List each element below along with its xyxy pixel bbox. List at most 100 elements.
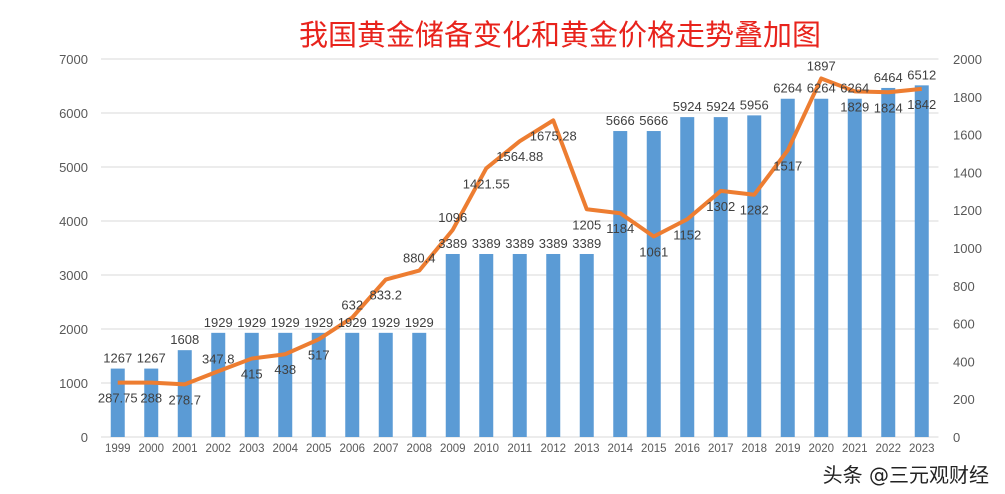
x-tick-label: 2018 [741, 443, 767, 455]
line-data-label: 1824 [874, 100, 903, 115]
x-tick-label: 2011 [507, 443, 532, 455]
y-right-tick-label: 1000 [953, 241, 982, 256]
chart-title: 我国黄金储备变化和黄金价格走势叠加图 [298, 18, 821, 52]
bar [814, 98, 829, 437]
x-tick-label: 2009 [440, 443, 466, 455]
bar [713, 117, 728, 437]
x-tick-label: 2004 [272, 443, 298, 455]
bar [445, 253, 460, 437]
line-data-label: 1564.88 [496, 149, 543, 164]
bar [680, 117, 695, 437]
x-tick-label: 2001 [172, 443, 198, 455]
x-tick-label: 2015 [641, 443, 667, 455]
bar [278, 332, 293, 437]
x-tick-label: 2005 [306, 443, 332, 455]
bar-data-label: 6464 [874, 70, 903, 85]
line-data-label: 347.8 [202, 351, 235, 366]
price-line [117, 76, 922, 387]
bar-data-label: 1267 [137, 351, 166, 366]
line-data-label: 1517 [773, 158, 802, 173]
watermark: 头条 @三元观财经 [822, 463, 989, 487]
bar [881, 87, 896, 437]
y-left-tick-label: 0 [81, 430, 88, 445]
bar-data-label: 5666 [639, 113, 668, 128]
y-right-tick-label: 400 [953, 354, 975, 369]
x-tick-label: 2023 [909, 443, 935, 455]
bar-data-label: 3389 [472, 236, 501, 251]
y-right-tick-label: 200 [953, 392, 975, 407]
x-tick-label: 2002 [205, 443, 231, 455]
y-right-tick-label: 0 [953, 430, 960, 445]
y-left-tick-label: 6000 [59, 106, 88, 121]
line-data-label: 1282 [740, 203, 769, 218]
bar [914, 85, 929, 438]
x-tick-label: 2003 [239, 443, 265, 455]
line-data-label: 517 [308, 347, 330, 362]
bar [512, 253, 527, 437]
bar-data-label: 1929 [338, 315, 367, 330]
x-tick-label: 2014 [607, 443, 633, 455]
bar-data-label: 1929 [371, 315, 400, 330]
line-data-label: 833.2 [369, 288, 402, 303]
bar [211, 332, 226, 437]
x-tick-label: 2008 [406, 443, 432, 455]
bar-data-label: 1608 [170, 332, 199, 347]
line-data-label: 1421.55 [463, 176, 510, 191]
line-data-label: 1842 [907, 97, 936, 112]
y-left-tick-label: 7000 [59, 52, 88, 67]
bar [311, 332, 326, 437]
bar [847, 98, 862, 437]
y-right-tick-label: 600 [953, 317, 975, 332]
y-left-tick-label: 1000 [59, 376, 88, 391]
y-right-tick-label: 2000 [953, 52, 982, 67]
line-data-label: 278.7 [168, 392, 201, 407]
line-data-label: 438 [274, 362, 296, 377]
y-left-tick-label: 3000 [59, 268, 88, 283]
bar-data-label: 3389 [505, 236, 534, 251]
bar-data-label: 5956 [740, 97, 769, 112]
bar-data-label: 1929 [237, 315, 266, 330]
x-tick-label: 2017 [708, 443, 734, 455]
x-tick-label: 2020 [808, 443, 834, 455]
bar-data-label: 5924 [706, 99, 735, 114]
bar-data-label: 1929 [304, 315, 333, 330]
line-data-label: 632 [341, 298, 363, 313]
bar-data-label: 1267 [103, 351, 132, 366]
x-tick-label: 2010 [473, 443, 499, 455]
x-tick-label: 2013 [574, 443, 600, 455]
line-data-label: 287.75 [98, 391, 138, 406]
bar [646, 131, 661, 437]
y-right-tick-label: 1800 [953, 90, 982, 105]
x-tick-label: 2000 [138, 443, 164, 455]
x-tick-label: 2022 [875, 443, 901, 455]
line-data-label: 1897 [807, 58, 836, 73]
bar [144, 368, 159, 437]
bar-data-label: 6264 [840, 81, 869, 96]
y-left-tick-label: 4000 [59, 214, 88, 229]
line-data-label: 415 [241, 367, 263, 382]
bar-data-label: 5924 [673, 99, 702, 114]
y-right-tick-label: 800 [953, 279, 975, 294]
bar [579, 253, 594, 437]
bar [546, 253, 561, 437]
y-right-tick-label: 1400 [953, 165, 982, 180]
x-tick-label: 2012 [540, 443, 566, 455]
bar [378, 332, 393, 437]
y-right-tick-label: 1200 [953, 203, 982, 218]
line-data-label: 288 [140, 391, 162, 406]
line-data-label: 1675.28 [530, 128, 577, 143]
x-tick-label: 2007 [373, 443, 399, 455]
line-data-label: 1302 [706, 199, 735, 214]
line-data-label: 1152 [673, 227, 701, 242]
x-tick-label: 1999 [105, 443, 131, 455]
line-data-label: 1061 [639, 244, 668, 259]
y-left-tick-label: 5000 [59, 160, 88, 175]
line-data-label: 1829 [840, 99, 869, 114]
y-right-tick-label: 1600 [953, 128, 982, 143]
bar [747, 115, 762, 437]
y-left-tick-label: 2000 [59, 322, 88, 337]
bar [110, 368, 125, 437]
bar [479, 253, 494, 437]
bar-data-label: 1929 [204, 315, 233, 330]
